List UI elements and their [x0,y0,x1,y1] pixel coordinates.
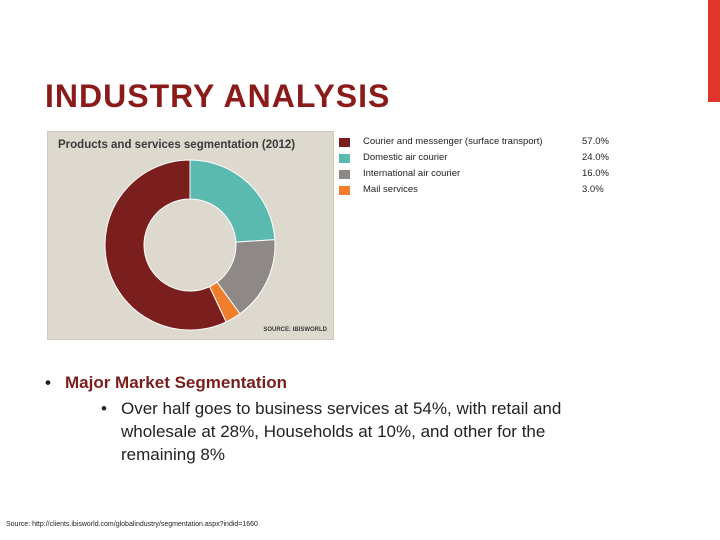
legend-swatch [339,170,350,179]
legend-value: 57.0% [582,136,609,147]
source-footnote: Source: http://clients.ibisworld.com/glo… [6,521,258,528]
legend-item: Domestic air courier 24.0% [339,152,629,168]
chart-source: SOURCE: IBISWORLD [263,327,327,333]
chart-title: Products and services segmentation (2012… [58,139,296,151]
bullet-sub: Over half goes to business services at 5… [101,397,571,466]
legend-swatch [339,138,350,147]
chart-panel: Products and services segmentation (2012… [47,131,334,340]
legend-label: International air courier [363,168,461,179]
legend-item: International air courier 16.0% [339,168,629,184]
legend-value: 16.0% [582,168,609,179]
donut-slice [189,159,276,243]
donut-chart [104,159,276,331]
bullet-list: Major Market Segmentation Over half goes… [45,373,665,466]
legend-label: Domestic air courier [363,152,448,163]
legend-value: 24.0% [582,152,609,163]
accent-bar [708,0,720,102]
bullet-main: Major Market Segmentation [45,373,665,393]
legend-item: Mail services 3.0% [339,184,629,200]
legend-swatch [339,154,350,163]
legend-item: Courier and messenger (surface transport… [339,136,629,152]
legend-value: 3.0% [582,184,604,195]
chart-legend: Courier and messenger (surface transport… [339,136,629,200]
legend-swatch [339,186,350,195]
donut-slice [208,281,241,323]
slide-title: INDUSTRY ANALYSIS [45,78,391,114]
legend-label: Mail services [363,184,418,195]
donut-slice [104,159,227,331]
legend-label: Courier and messenger (surface transport… [363,136,543,147]
